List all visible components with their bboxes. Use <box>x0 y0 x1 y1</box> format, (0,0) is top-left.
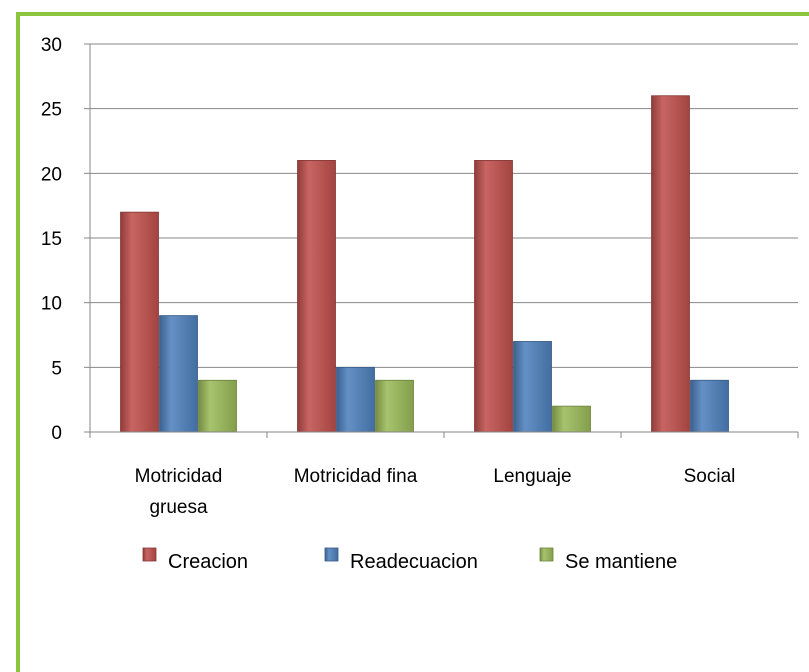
x-tick-label: Social <box>684 466 736 487</box>
x-axis: Motricidad gruesa Motricidad fina Lenguaje S… <box>89 431 799 518</box>
bars <box>120 95 729 433</box>
legend: Creacion Readecuacion Se mantiene <box>142 547 677 573</box>
bar-se-mantiene <box>375 379 414 433</box>
bar-readecuacion <box>690 379 729 433</box>
y-tick-label: 25 <box>41 100 62 121</box>
bar-creacion <box>297 159 336 433</box>
legend-swatch <box>539 547 554 562</box>
y-tick-label: 10 <box>41 294 62 315</box>
legend-label: Creacion <box>168 551 248 573</box>
x-tick-label: Lenguaje <box>493 466 571 487</box>
y-tick-label: 0 <box>51 423 62 444</box>
y-axis: 0 5 10 15 20 25 30 <box>41 35 91 444</box>
y-tick-label: 5 <box>51 358 62 379</box>
bar-readecuacion <box>159 315 198 433</box>
bar-se-mantiene <box>198 379 237 433</box>
legend-label: Readecuacion <box>350 551 478 573</box>
x-tick-label: Motricidad gruesa <box>135 466 223 518</box>
bar-readecuacion <box>336 366 375 433</box>
y-tick-label: 30 <box>41 35 62 56</box>
bar-se-mantiene <box>552 405 591 433</box>
legend-label: Se mantiene <box>565 551 677 573</box>
legend-swatch <box>324 547 339 562</box>
y-tick-label: 15 <box>41 229 62 250</box>
bar-readecuacion <box>513 341 552 433</box>
x-tick-label: Motricidad fina <box>294 466 418 487</box>
bar-creacion <box>120 211 159 433</box>
bar-creacion <box>651 95 690 433</box>
bar-creacion <box>474 159 513 433</box>
y-tick-label: 20 <box>41 164 62 185</box>
legend-swatch <box>142 547 157 562</box>
